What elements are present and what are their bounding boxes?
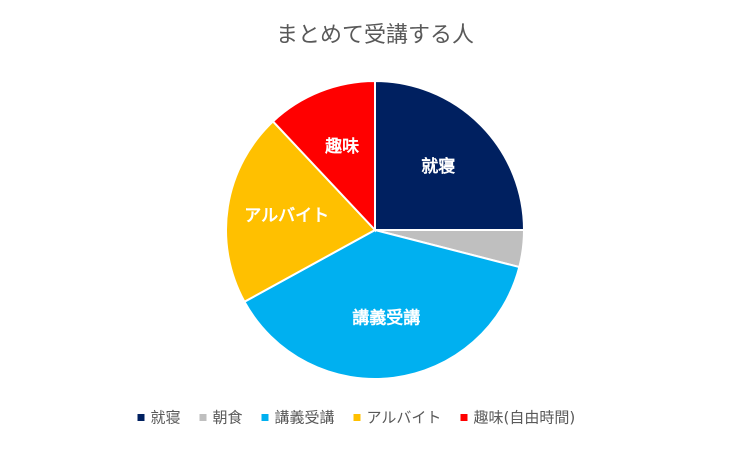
legend-swatch (199, 414, 207, 421)
chart-title: まとめて受講する人 (276, 23, 474, 48)
slice-label: 講義受講 (352, 308, 420, 329)
pie-slice (243, 228, 521, 380)
legend-swatch (460, 414, 468, 421)
slice-label: 就寝 (421, 156, 455, 177)
legend-label: 講義受講 (275, 409, 335, 427)
legend-label: 趣味(自由時間) (474, 409, 576, 427)
slice-label: アルバイト (244, 206, 329, 226)
legend-label: アルバイト (367, 409, 442, 427)
legend-swatch (353, 414, 361, 421)
legend-label: 朝食 (213, 409, 243, 427)
legend-label: 就寝 (151, 409, 181, 427)
slice-label: 趣味 (324, 136, 359, 157)
legend-swatch (137, 414, 145, 421)
pie-slice (374, 79, 526, 231)
pie-slice (225, 119, 377, 304)
pie-slice (271, 79, 376, 233)
legend-swatch (261, 414, 269, 421)
